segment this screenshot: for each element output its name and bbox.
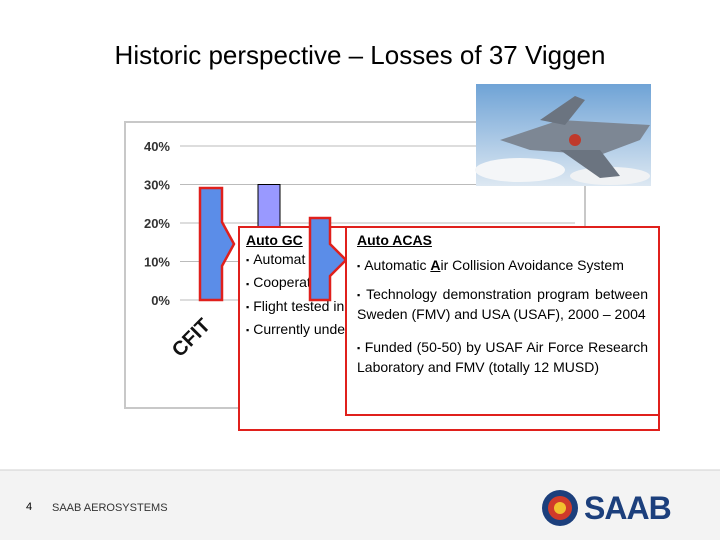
text-box: Auto ACAS ▪ Automatic Air Collision Avoid… (345, 226, 660, 416)
box-heading: Auto GC (246, 232, 303, 248)
page-number: 4 (26, 501, 33, 513)
y-tick-label: 20% (144, 216, 170, 231)
bullet: ▪ Cooperat (246, 274, 311, 291)
bullet: ▪ Technology demonstration program betwee… (357, 286, 648, 323)
bullet: ▪ Flight tested in (246, 297, 345, 314)
bullet-text: Automatic (364, 257, 431, 273)
bullet-text: Currently unde (253, 320, 346, 337)
bullet-text: Flight tested in (253, 297, 345, 314)
logo: SAAB (584, 490, 672, 526)
jet-photo (475, 84, 651, 186)
footer-band (0, 470, 720, 540)
bullet: ▪ Automatic Air Collision Avoidance Syste… (357, 257, 624, 273)
slide-title: Historic perspective – Losses of 37 Vigg… (114, 40, 606, 70)
bullet: ▪ Funded (50-50) by USAF Air Force Resear… (357, 339, 648, 375)
y-tick-label: 10% (144, 255, 170, 270)
arrow (308, 216, 348, 302)
arrow (198, 186, 236, 302)
bullet-text: A (430, 257, 441, 273)
bullet: ▪ Automat (246, 251, 306, 267)
y-tick-label: 0% (151, 293, 170, 308)
bullet-text: Automat (253, 251, 306, 267)
logo-emblem (554, 502, 566, 514)
bullet-text: ir Collision Avoidance System (440, 257, 624, 273)
bullet-text: Funded (50-50) by USAF Air Force Researc… (357, 339, 648, 375)
bullet-text: Technology demonstration program between… (357, 286, 648, 323)
bullet: ▪ Currently unde (246, 320, 346, 337)
footer-text: SAAB AEROSYSTEMS (52, 502, 168, 514)
y-tick-label: 40% (144, 139, 170, 154)
y-tick-label: 30% (144, 178, 170, 193)
box-heading: Auto ACAS (357, 232, 432, 248)
bullet-text: Cooperat (253, 274, 311, 291)
